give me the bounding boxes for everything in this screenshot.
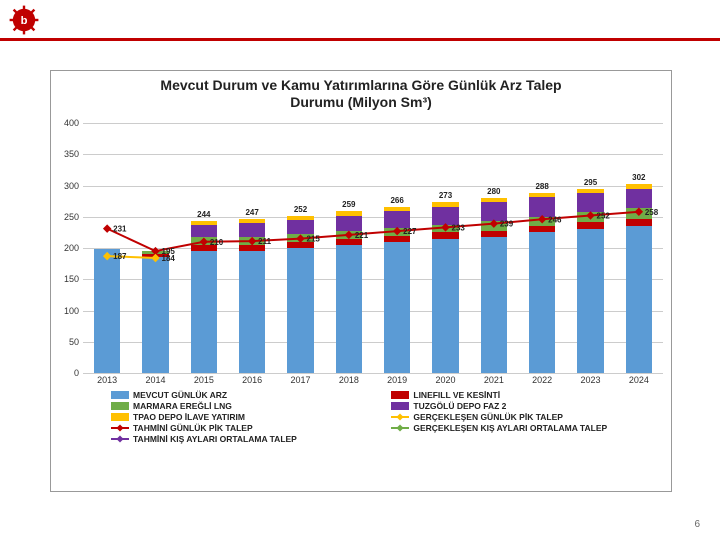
title-line-1: Mevcut Durum ve Kamu Yatırımlarına Göre … bbox=[160, 77, 561, 93]
svg-text:221: 221 bbox=[355, 231, 369, 240]
y-axis-label: 400 bbox=[53, 118, 79, 128]
legend-label: TUZGÖLÜ DEPO FAZ 2 bbox=[413, 401, 506, 411]
legend-item: TUZGÖLÜ DEPO FAZ 2 bbox=[391, 401, 669, 411]
legend-label: MEVCUT GÜNLÜK ARZ bbox=[133, 390, 227, 400]
legend-label: LINEFILL VE KESİNTİ bbox=[413, 390, 500, 400]
legend-col-right: LINEFILL VE KESİNTİTUZGÖLÜ DEPO FAZ 2GER… bbox=[391, 389, 669, 434]
legend-item: GERÇEKLEŞEN GÜNLÜK PİK TALEP bbox=[391, 412, 669, 422]
y-axis-label: 50 bbox=[53, 337, 79, 347]
y-axis-label: 250 bbox=[53, 212, 79, 222]
svg-text:246: 246 bbox=[548, 215, 562, 224]
header-divider bbox=[0, 38, 720, 41]
plot-area: 0501001502002503003504002013201420152442… bbox=[83, 123, 663, 373]
legend-label: GERÇEKLEŞEN KIŞ AYLARI ORTALAMA TALEP bbox=[413, 423, 607, 433]
legend-line-swatch bbox=[111, 438, 129, 440]
y-axis-label: 100 bbox=[53, 306, 79, 316]
x-axis-label: 2019 bbox=[387, 375, 407, 385]
svg-text:252: 252 bbox=[597, 212, 611, 221]
legend-col-left: MEVCUT GÜNLÜK ARZMARMARA EREĞLİ LNGTPAO … bbox=[111, 389, 389, 445]
chart-title: Mevcut Durum ve Kamu Yatırımlarına Göre … bbox=[51, 71, 671, 115]
legend-item: TAHMİNİ GÜNLÜK PİK TALEP bbox=[111, 423, 389, 433]
legend-item: MARMARA EREĞLİ LNG bbox=[111, 401, 389, 411]
x-axis-label: 2018 bbox=[339, 375, 359, 385]
svg-text:258: 258 bbox=[645, 208, 659, 217]
legend-label: TAHMİNİ GÜNLÜK PİK TALEP bbox=[133, 423, 253, 433]
x-axis-label: 2015 bbox=[194, 375, 214, 385]
x-axis-label: 2016 bbox=[242, 375, 262, 385]
legend-swatch bbox=[111, 413, 129, 421]
x-axis-label: 2013 bbox=[97, 375, 117, 385]
y-axis-label: 350 bbox=[53, 149, 79, 159]
lines-layer: 2311952102112152212272332392462522581871… bbox=[83, 123, 663, 373]
svg-text:231: 231 bbox=[113, 225, 127, 234]
legend-line-swatch bbox=[391, 427, 409, 429]
legend-swatch bbox=[111, 402, 129, 410]
x-axis-label: 2017 bbox=[290, 375, 310, 385]
svg-text:184: 184 bbox=[162, 254, 176, 263]
page-number: 6 bbox=[694, 519, 700, 530]
legend-item: MEVCUT GÜNLÜK ARZ bbox=[111, 390, 389, 400]
x-axis-label: 2014 bbox=[145, 375, 165, 385]
y-axis-label: 200 bbox=[53, 243, 79, 253]
legend-label: MARMARA EREĞLİ LNG bbox=[133, 401, 232, 411]
legend-item: LINEFILL VE KESİNTİ bbox=[391, 390, 669, 400]
legend: MEVCUT GÜNLÜK ARZMARMARA EREĞLİ LNGTPAO … bbox=[111, 389, 671, 445]
legend-line-swatch bbox=[391, 416, 409, 418]
x-axis-label: 2023 bbox=[580, 375, 600, 385]
svg-text:187: 187 bbox=[113, 252, 127, 261]
legend-swatch bbox=[391, 391, 409, 399]
svg-text:215: 215 bbox=[307, 235, 321, 244]
x-axis-label: 2021 bbox=[484, 375, 504, 385]
legend-item: GERÇEKLEŞEN KIŞ AYLARI ORTALAMA TALEP bbox=[391, 423, 669, 433]
y-axis-label: 150 bbox=[53, 274, 79, 284]
brand-logo-icon: b bbox=[8, 4, 40, 36]
legend-label: TPAO DEPO İLAVE YATIRIM bbox=[133, 412, 245, 422]
svg-text:210: 210 bbox=[210, 238, 224, 247]
y-axis-label: 0 bbox=[53, 368, 79, 378]
y-axis-label: 300 bbox=[53, 181, 79, 191]
chart-container: Mevcut Durum ve Kamu Yatırımlarına Göre … bbox=[50, 70, 672, 492]
title-line-2: Durumu (Milyon Sm³) bbox=[290, 94, 432, 110]
legend-swatch bbox=[391, 402, 409, 410]
svg-text:b: b bbox=[21, 15, 28, 27]
x-axis-label: 2024 bbox=[629, 375, 649, 385]
x-axis-label: 2020 bbox=[435, 375, 455, 385]
legend-item: TAHMİNİ KIŞ AYLARI ORTALAMA TALEP bbox=[111, 434, 389, 444]
header-bar: b bbox=[0, 0, 720, 40]
svg-text:233: 233 bbox=[452, 223, 466, 232]
legend-line-swatch bbox=[111, 427, 129, 429]
x-axis-label: 2022 bbox=[532, 375, 552, 385]
svg-text:239: 239 bbox=[500, 220, 514, 229]
svg-text:227: 227 bbox=[403, 227, 417, 236]
legend-swatch bbox=[111, 391, 129, 399]
gridline bbox=[83, 373, 663, 374]
svg-text:211: 211 bbox=[258, 237, 271, 246]
legend-label: TAHMİNİ KIŞ AYLARI ORTALAMA TALEP bbox=[133, 434, 297, 444]
legend-label: GERÇEKLEŞEN GÜNLÜK PİK TALEP bbox=[413, 412, 563, 422]
legend-item: TPAO DEPO İLAVE YATIRIM bbox=[111, 412, 389, 422]
